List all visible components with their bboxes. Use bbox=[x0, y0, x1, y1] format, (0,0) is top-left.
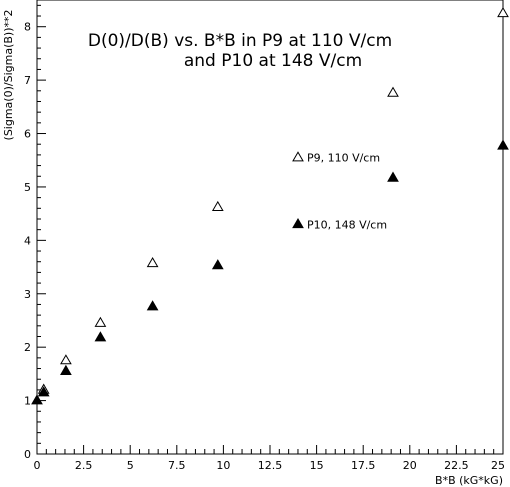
legend-label: P9, 110 V/cm bbox=[307, 152, 380, 165]
x-axis: 0 2.5 5 7.5 10 12.5 15 17.5 20 22.5 25 bbox=[34, 445, 505, 472]
legend-open-triangle-icon bbox=[292, 151, 304, 162]
legend-filled-triangle-icon bbox=[292, 218, 304, 229]
open-triangle-point bbox=[497, 7, 509, 18]
x-tick-label: 10 bbox=[216, 459, 230, 472]
data-points bbox=[31, 7, 509, 405]
y-tick-label: 5 bbox=[24, 181, 31, 194]
y-tick-label: 3 bbox=[24, 288, 31, 301]
open-triangle-point bbox=[94, 316, 107, 327]
x-tick-label: 15 bbox=[310, 459, 324, 472]
series-p10 bbox=[31, 139, 509, 405]
open-triangle-point bbox=[211, 200, 224, 211]
filled-triangle-point bbox=[497, 139, 509, 150]
x-tick-label: 22.5 bbox=[444, 459, 469, 472]
y-axis: 0 1 2 3 4 5 6 7 8 bbox=[24, 4, 46, 461]
y-tick-label: 1 bbox=[24, 395, 31, 408]
filled-triangle-point bbox=[387, 171, 399, 182]
x-tick-label: 12.5 bbox=[258, 459, 283, 472]
chart-title-line-2: and P10 at 148 V/cm bbox=[184, 51, 362, 71]
open-triangle-point bbox=[146, 257, 159, 268]
filled-triangle-point bbox=[37, 386, 50, 397]
x-tick-label: 5 bbox=[127, 459, 134, 472]
x-tick-label: 7.5 bbox=[168, 459, 186, 472]
y-tick-label: 0 bbox=[24, 448, 31, 461]
x-tick-label: 25 bbox=[491, 459, 505, 472]
filled-triangle-point bbox=[60, 364, 72, 375]
x-tick-label: 0 bbox=[34, 459, 41, 472]
x-tick-label: 2.5 bbox=[75, 459, 93, 472]
y-tick-label: 6 bbox=[24, 128, 31, 141]
filled-triangle-point bbox=[211, 259, 224, 270]
y-axis-title: (Sigma(0)/Sigma(B))**2 bbox=[2, 10, 15, 141]
x-axis-title: B*B (kG*kG) bbox=[435, 474, 503, 487]
y-tick-label: 4 bbox=[24, 234, 31, 247]
open-triangle-point bbox=[60, 354, 72, 365]
y-tick-label: 7 bbox=[24, 74, 31, 87]
filled-triangle-point bbox=[94, 331, 107, 342]
legend: P9, 110 V/cm P10, 148 V/cm bbox=[292, 151, 387, 231]
legend-label: P10, 148 V/cm bbox=[307, 218, 387, 231]
chart-title-line-1: D(0)/D(B) vs. B*B in P9 at 110 V/cm bbox=[88, 31, 392, 51]
filled-triangle-point bbox=[31, 394, 43, 405]
x-tick-label: 17.5 bbox=[351, 459, 376, 472]
filled-triangle-point bbox=[146, 300, 159, 311]
open-triangle-point bbox=[387, 86, 399, 97]
y-tick-label: 2 bbox=[24, 341, 31, 354]
y-tick-label: 8 bbox=[24, 21, 31, 34]
x-tick-label: 20 bbox=[403, 459, 417, 472]
